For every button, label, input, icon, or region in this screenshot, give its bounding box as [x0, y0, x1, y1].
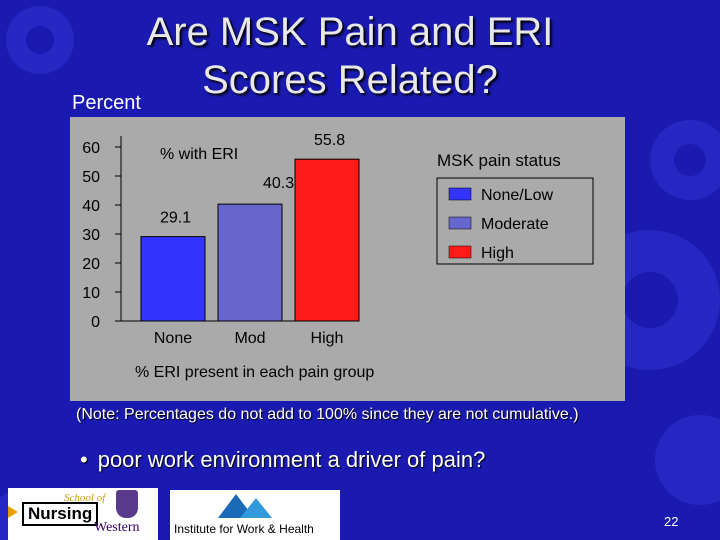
mountain-icon-2 — [240, 498, 272, 518]
logo-nursing: Nursing — [22, 502, 99, 526]
slide-title: Are MSK Pain and ERI Scores Related? — [146, 10, 554, 102]
iwh-logo: Institute for Work & Health — [170, 490, 340, 540]
legend-swatch — [448, 216, 472, 230]
data-label: 55.8 — [314, 132, 345, 149]
legend-title: MSK pain status — [437, 151, 561, 170]
data-label: 40.3 — [263, 175, 294, 192]
legend-label: High — [481, 245, 514, 262]
school-of-nursing-logo: School of Nursing Western — [8, 488, 158, 540]
crest-icon — [116, 490, 138, 518]
bar-high — [294, 158, 360, 322]
arrow-icon — [8, 506, 18, 518]
legend-label: Moderate — [481, 216, 549, 233]
legend-swatch — [448, 187, 472, 201]
note-text: (Note: Percentages do not add to 100% si… — [76, 406, 579, 423]
data-label: 29.1 — [160, 210, 191, 227]
legend-box — [436, 177, 594, 265]
x-axis-title: % ERI present in each pain group — [135, 364, 374, 381]
y-tick-label: 10 — [82, 285, 100, 302]
logo-school-of: School of — [64, 492, 106, 504]
y-tick-label: 40 — [82, 198, 100, 215]
page-number: 22 — [664, 514, 679, 529]
bullet-item: • poor work environment a driver of pain? — [80, 447, 485, 473]
x-tick-label: Mod — [234, 330, 265, 347]
legend: None/Low Moderate High — [436, 177, 594, 265]
y-tick-label: 30 — [82, 227, 100, 244]
bar-mod — [217, 203, 283, 322]
series-label: % with ERI — [160, 146, 238, 163]
legend-swatch — [448, 245, 472, 259]
y-tick-label: 20 — [82, 256, 100, 273]
logo-western: Western — [94, 520, 140, 535]
bar-none — [140, 236, 206, 322]
y-tick-label: 60 — [82, 140, 100, 157]
x-tick-label: High — [311, 330, 344, 347]
y-tick-label: 0 — [91, 314, 100, 331]
legend-label: None/Low — [481, 187, 553, 204]
y-tick-label: 50 — [82, 169, 100, 186]
bullet-dot: • — [80, 447, 88, 472]
x-tick-label: None — [154, 330, 192, 347]
bullet-text: poor work environment a driver of pain? — [97, 447, 486, 472]
logo-iwh-text: Institute for Work & Health — [174, 522, 314, 536]
y-axis-label: Percent — [72, 92, 141, 114]
